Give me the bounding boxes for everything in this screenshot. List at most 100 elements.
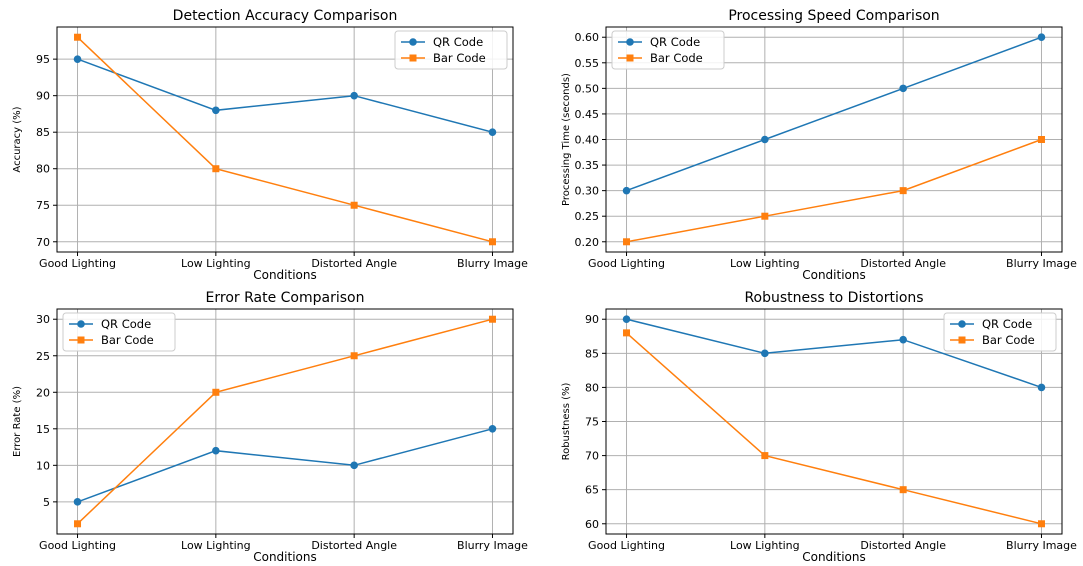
x-tick-label: Distorted Angle [311, 257, 397, 270]
y-tick-label: 25 [36, 350, 50, 363]
legend: QR Code Bar Code [394, 30, 508, 70]
y-tick-label: 0.20 [575, 236, 600, 249]
data-point-qr-code [622, 186, 631, 195]
legend-label-qr-code: QR Code [982, 317, 1032, 331]
y-tick-label: 0.55 [575, 57, 600, 70]
x-tick-label: Low Lighting [730, 539, 800, 552]
y-tick-label: 80 [585, 381, 599, 394]
series-line-qr-code [77, 58, 493, 133]
data-point-qr-code [761, 349, 769, 358]
y-tick-label: 85 [36, 126, 50, 139]
series-line-qr-code [626, 318, 1042, 389]
chart-title: Error Rate Comparison [206, 290, 365, 306]
data-point-qr-code [212, 106, 220, 115]
y-tick-label: 0.25 [575, 210, 600, 223]
data-point-bar-code [212, 388, 220, 396]
data-point-bar-code [623, 329, 631, 337]
plot-frame [56, 26, 514, 253]
chart-detection-accuracy-comparison: Good Lighting Low Lighting Distorted Angle… [12, 8, 528, 282]
data-point-bar-code [1037, 136, 1045, 143]
legend-label-bar-code: Bar Code [650, 51, 703, 65]
x-tick-label: Distorted Angle [860, 257, 946, 270]
x-tick-label: Blurry Image [457, 539, 528, 552]
chart-title: Processing Speed Comparison [728, 8, 939, 24]
series-line-bar-code [76, 36, 493, 243]
legend-marker-qr-code [626, 38, 634, 46]
legend-box [611, 30, 725, 70]
x-tick-label: Low Lighting [730, 257, 800, 270]
legend-marker-bar-code [958, 336, 966, 344]
x-tick-label: Blurry Image [1006, 257, 1077, 270]
y-tick-label: 30 [36, 313, 50, 326]
y-tick-label: 75 [585, 416, 599, 429]
y-tick-label: 0.30 [575, 185, 600, 198]
legend-label-bar-code: Bar Code [101, 333, 154, 347]
x-axis-label: Conditions [253, 550, 317, 564]
data-point-bar-code [761, 452, 769, 460]
series-line-qr-code [626, 36, 1042, 192]
data-point-qr-code [73, 498, 82, 506]
legend-label-qr-code: QR Code [101, 317, 151, 331]
y-tick-label: 10 [36, 459, 50, 472]
legend: QR Code Bar Code [62, 312, 176, 352]
data-point-qr-code [212, 446, 220, 455]
series-line-qr-code [77, 428, 493, 503]
x-tick-label: Good Lighting [588, 539, 665, 552]
x-tick-label: Low Lighting [181, 539, 251, 552]
data-point-bar-code [212, 165, 220, 173]
legend-marker-bar-code [409, 54, 417, 62]
data-point-bar-code [899, 486, 907, 494]
legend-marker-qr-code [77, 320, 85, 328]
data-point-bar-code [899, 187, 907, 195]
y-tick-label: 0.40 [575, 134, 600, 147]
chart-title: Robustness to Distortions [744, 290, 923, 306]
legend-label-qr-code: QR Code [650, 35, 700, 49]
x-tick-label: Blurry Image [457, 257, 528, 270]
data-point-qr-code [350, 91, 358, 100]
data-point-bar-code [488, 315, 496, 323]
legend-label-qr-code: QR Code [433, 35, 483, 49]
data-point-bar-code [74, 33, 82, 41]
y-tick-label: 20 [36, 386, 50, 399]
y-tick-label: 90 [36, 90, 50, 103]
y-tick-label: 0.35 [575, 159, 600, 172]
data-point-qr-code [73, 55, 82, 63]
x-axis-label: Conditions [802, 550, 866, 564]
data-point-qr-code [350, 461, 358, 470]
data-point-qr-code [1037, 33, 1046, 42]
data-point-qr-code [899, 335, 907, 344]
legend-box [62, 312, 176, 352]
legend-box [394, 30, 508, 70]
x-tick-label: Distorted Angle [311, 539, 397, 552]
chart-robustness-to-distortions: Good Lighting Low Lighting Distorted Angle… [561, 290, 1077, 564]
y-axis-label: Accuracy (%) [12, 106, 23, 172]
data-point-qr-code [488, 128, 497, 136]
data-point-qr-code [1037, 383, 1046, 392]
data-point-bar-code [1037, 520, 1045, 528]
legend: QR Code Bar Code [943, 312, 1057, 352]
y-tick-label: 95 [36, 53, 50, 66]
y-tick-label: 0.60 [575, 31, 600, 44]
data-point-qr-code [622, 315, 631, 324]
y-tick-label: 0.50 [575, 82, 600, 95]
legend-box [943, 312, 1057, 352]
y-tick-label: 70 [585, 450, 599, 463]
x-axis-label: Conditions [253, 268, 317, 282]
y-tick-label: 15 [36, 423, 50, 436]
y-tick-label: 80 [36, 163, 50, 176]
data-point-bar-code [74, 520, 82, 528]
chart-processing-speed-comparison: Good Lighting Low Lighting Distorted Angle… [561, 8, 1077, 282]
x-tick-label: Good Lighting [39, 257, 116, 270]
x-tick-label: Distorted Angle [860, 539, 946, 552]
y-tick-label: 65 [585, 484, 599, 497]
y-axis-label: Processing Time (seconds) [561, 73, 572, 206]
legend: QR Code Bar Code [611, 30, 725, 70]
data-point-bar-code [488, 238, 496, 246]
y-tick-label: 0.45 [575, 108, 600, 121]
legend-marker-qr-code [958, 320, 966, 328]
y-tick-label: 75 [36, 199, 50, 212]
data-point-qr-code [488, 425, 497, 433]
y-tick-label: 5 [43, 496, 50, 509]
plot-frame [56, 308, 514, 535]
